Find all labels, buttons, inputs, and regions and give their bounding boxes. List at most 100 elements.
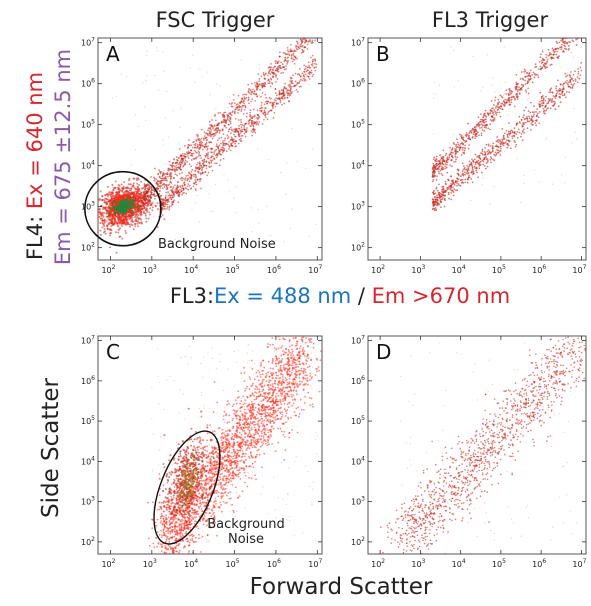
data-point: [260, 95, 262, 98]
data-point: [546, 66, 548, 69]
data-point: [558, 96, 561, 98]
data-point: [206, 174, 209, 177]
data-point: [500, 147, 502, 150]
data-point: [499, 107, 502, 110]
data-point: [189, 177, 192, 180]
data-point: [168, 196, 171, 199]
data-point: [572, 79, 575, 82]
data-point: [153, 74, 156, 77]
data-point: [545, 104, 547, 107]
data-point: [99, 229, 102, 232]
data-point: [122, 215, 125, 218]
data-point: [176, 184, 179, 187]
data-point: [492, 142, 495, 145]
data-point: [197, 138, 200, 141]
data-point: [501, 128, 504, 130]
data-point: [450, 182, 452, 185]
data-point: [157, 208, 159, 211]
data-point: [147, 203, 150, 206]
data-point: [484, 153, 487, 156]
x-tick-label: 104: [184, 264, 198, 275]
data-point: [473, 165, 476, 168]
data-point: [470, 132, 473, 134]
data-point: [547, 107, 549, 109]
data-point: [481, 184, 483, 186]
data-point: [270, 63, 272, 65]
data-point: [128, 191, 131, 194]
data-point: [198, 168, 201, 170]
data-point: [436, 194, 438, 197]
data-point: [478, 163, 480, 166]
data-point: [462, 165, 465, 167]
data-point: [129, 193, 132, 196]
data-point: [309, 39, 312, 41]
data-point: [194, 157, 197, 159]
data-point: [298, 73, 300, 75]
data-point: [278, 92, 281, 94]
data-point: [501, 138, 504, 141]
y-tick-label: 107: [351, 37, 365, 48]
data-point: [280, 72, 282, 74]
data-point: [164, 201, 167, 203]
data-point: [93, 222, 95, 224]
data-point: [196, 143, 199, 146]
data-point: [551, 57, 554, 59]
data-point: [442, 157, 444, 160]
data-point: [185, 175, 188, 177]
data-point: [509, 91, 511, 94]
data-point: [282, 71, 284, 74]
data-point: [451, 147, 454, 149]
data-point: [274, 105, 277, 108]
column-title-fsc-trigger: FSC Trigger: [156, 8, 275, 32]
data-point: [134, 211, 137, 214]
data-point: [209, 159, 212, 162]
data-point: [481, 153, 484, 156]
data-point: [452, 186, 454, 188]
data-point: [563, 82, 566, 85]
data-point: [233, 99, 235, 101]
x-tick-base: 10: [226, 266, 236, 275]
data-point: [481, 148, 484, 151]
data-point: [458, 184, 460, 187]
data-point: [238, 125, 240, 127]
data-point: [187, 189, 190, 191]
data-point: [210, 165, 213, 168]
data-point: [571, 52, 573, 54]
data-point: [503, 103, 506, 105]
data-point: [214, 162, 216, 165]
data-point: [440, 156, 443, 159]
data-point: [554, 48, 556, 50]
data-point: [308, 64, 310, 67]
data-point: [252, 108, 255, 111]
data-point: [491, 115, 493, 117]
data-point: [281, 66, 284, 69]
data-point: [437, 170, 440, 173]
data-point: [120, 203, 123, 207]
data-point: [205, 141, 208, 144]
data-point: [504, 132, 506, 135]
data-point: [303, 35, 305, 37]
data-point: [435, 160, 438, 163]
panel-label: A: [106, 42, 120, 66]
data-point: [151, 189, 153, 191]
data-point: [527, 78, 530, 80]
data-point: [166, 201, 169, 203]
data-point: [510, 90, 513, 92]
data-point: [472, 161, 475, 163]
data-point: [132, 182, 135, 185]
data-point: [208, 134, 211, 137]
data-point: [237, 94, 240, 97]
data-point: [218, 164, 221, 166]
data-point: [485, 120, 488, 123]
y-tick-exponent: 4: [91, 160, 95, 167]
data-point: [529, 129, 532, 131]
data-point: [574, 31, 576, 33]
data-point: [258, 83, 261, 86]
data-point: [269, 77, 272, 80]
data-point: [95, 221, 97, 223]
data-point: [226, 134, 229, 137]
data-point: [190, 187, 192, 189]
data-point: [177, 163, 179, 166]
data-point: [136, 191, 139, 194]
data-point: [464, 181, 467, 184]
